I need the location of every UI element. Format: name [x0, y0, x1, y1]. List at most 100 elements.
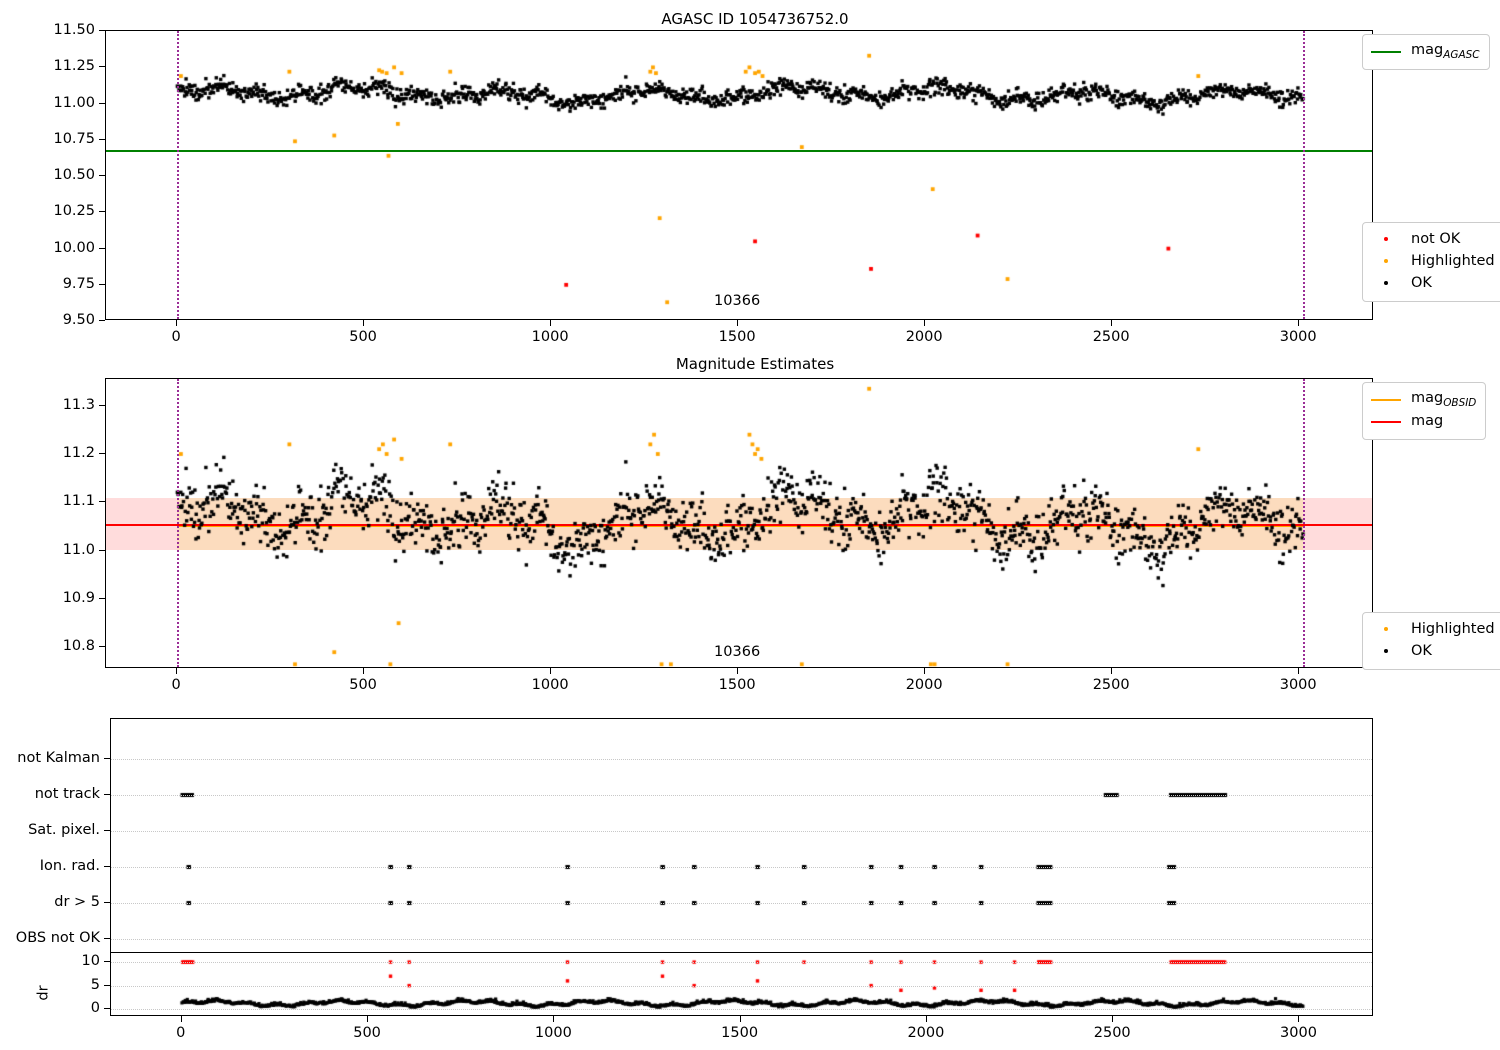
panel1-legend-top-line-swatch-icon — [1371, 51, 1401, 53]
panel2-legend-bottom-item[interactable]: OK — [1371, 641, 1495, 663]
panel2-xtick-mark — [176, 668, 178, 674]
panel1-ytick-label: 11.00 — [53, 94, 95, 111]
panel2-xtick-label: 0 — [171, 677, 181, 693]
panel1-xtick-mark — [176, 320, 178, 326]
panel1-obsid-marker-line — [1302, 31, 1305, 319]
panel1-ytick-label: 10.00 — [53, 239, 95, 256]
panel1-xtick-mark — [924, 320, 926, 326]
panel1-ytick-label: 11.50 — [53, 22, 95, 38]
panel3-dr-tick-label: 0 — [90, 1000, 100, 1016]
panel3-xtick-mark — [367, 1016, 369, 1022]
panel3-dr-tick-mark — [104, 1008, 110, 1009]
panel3-xtick-mark — [739, 1016, 741, 1022]
panel1-legend-bottom-item[interactable]: not OK — [1371, 229, 1495, 251]
panel3-flag-tick-mark — [104, 758, 110, 759]
panel1-legend-bottom-dot-swatch-icon — [1384, 237, 1388, 242]
panel1-legend-bottom-label: not OK — [1411, 231, 1461, 248]
panel1-xtick-label: 0 — [171, 329, 181, 345]
mag-agasc-reference-line — [106, 150, 1372, 153]
panel1-xtick-label: 500 — [349, 329, 377, 345]
panel2-ytick-mark — [99, 597, 105, 599]
panel2-plot-area — [105, 378, 1373, 668]
panel1-obsid-annotation: 10366 — [714, 292, 761, 309]
panel2-ytick-mark — [99, 549, 105, 551]
panel2-title: Magnitude Estimates — [675, 355, 835, 373]
panel3-dr-gridline — [111, 985, 1372, 987]
panel2-obsid-annotation: 10366 — [714, 643, 761, 660]
panel1-xtick-mark — [737, 320, 739, 326]
panel2-legend-top-label: magOBSID — [1411, 390, 1477, 410]
panel2-ytick-label: 10.9 — [62, 589, 95, 606]
panel1-legend-top-item[interactable]: magAGASC — [1371, 41, 1480, 63]
panel3-flag-tick-mark — [104, 902, 110, 903]
panel1-ytick-mark — [99, 138, 105, 140]
panel2-xtick-label: 1500 — [718, 677, 756, 693]
panel2-xtick-label: 2000 — [905, 677, 943, 693]
panel1-xtick-label: 2000 — [905, 329, 943, 345]
panel3-dr-gridline — [111, 1009, 1372, 1010]
panel2-legend-bottom-dot-swatch-wrap — [1371, 641, 1401, 663]
panel1-ytick-label: 10.75 — [53, 130, 95, 147]
panel3-flag-label-ion-rad: Ion. rad. — [39, 858, 100, 874]
panel1-legend-bottom-dot-swatch-wrap — [1371, 251, 1401, 273]
panel1-ytick-mark — [99, 211, 105, 213]
panel3-xtick-label: 2000 — [907, 1025, 945, 1041]
panel1-plot-area — [105, 30, 1373, 320]
panel2-legend-top-line-swatch-icon — [1371, 421, 1401, 423]
panel3-flag-gridline — [111, 831, 1372, 832]
panel2-xtick-label: 2500 — [1092, 677, 1130, 693]
panel2-ytick-label: 11.2 — [62, 444, 95, 461]
panel3-flag-tick-mark — [104, 830, 110, 831]
panel2-legend-top-item[interactable]: magOBSID — [1371, 389, 1476, 411]
panel3-flag-gridline — [111, 759, 1372, 760]
panel1-ytick-mark — [99, 175, 105, 176]
panel2-xtick-label: 500 — [349, 677, 377, 693]
panel1-legend-bottom-item[interactable]: OK — [1371, 273, 1495, 295]
panel3-flag-gridline — [111, 867, 1372, 868]
panel3-xtick-label: 2500 — [1093, 1025, 1131, 1041]
panel2-xtick-mark — [363, 668, 365, 674]
panel1-xtick-label: 1500 — [718, 329, 756, 345]
panel2-legend-top-line-swatch-icon — [1371, 399, 1401, 401]
panel3-xtick-mark — [180, 1016, 182, 1022]
panel3-xtick-mark — [925, 1016, 927, 1022]
panel1-legend-top[interactable]: magAGASC — [1362, 34, 1490, 70]
panel1-legend-bottom-dot-swatch-wrap — [1371, 229, 1401, 251]
panel2-legend-bottom[interactable]: Highlighted OK — [1362, 612, 1500, 670]
panel2-xtick-mark — [737, 668, 739, 674]
panel3-xtick-label: 1000 — [534, 1025, 572, 1041]
panel2-legend-top[interactable]: magOBSID mag — [1362, 382, 1487, 440]
panel1-ytick-mark — [99, 30, 105, 31]
panel2-xtick-label: 3000 — [1279, 677, 1317, 693]
panel1-legend-bottom[interactable]: not OK Highlighted OK — [1362, 222, 1500, 302]
panel1-legend-bottom-dot-swatch-wrap — [1371, 273, 1401, 295]
panel1-ytick-mark — [99, 283, 105, 285]
panel3-dr-tick-mark — [104, 961, 110, 962]
panel2-legend-bottom-item[interactable]: Highlighted — [1371, 619, 1495, 641]
panel1-legend-top-label: magAGASC — [1411, 42, 1480, 62]
panel1-legend-bottom-dot-swatch-icon — [1384, 259, 1388, 264]
panel3-flag-tick-mark — [104, 866, 110, 867]
panel1-ytick-label: 10.25 — [53, 203, 95, 220]
panel2-legend-bottom-dot-swatch-icon — [1384, 649, 1388, 654]
panel3-xtick-label: 3000 — [1280, 1025, 1317, 1041]
panel3-dr-tick-mark — [104, 984, 110, 986]
panel1-ytick-label: 9.75 — [62, 275, 95, 292]
panel1-legend-bottom-label: Highlighted — [1411, 253, 1495, 270]
panel2-obsid-marker-line — [177, 379, 180, 667]
panel3-dr-tick-label: 10 — [81, 953, 100, 969]
panel1-legend-bottom-item[interactable]: Highlighted — [1371, 251, 1495, 273]
panel1-scatter-canvas — [106, 31, 1372, 319]
panel2-ytick-mark — [99, 404, 105, 406]
panel1-legend-bottom-label: OK — [1411, 275, 1432, 292]
panel3-plot-area — [110, 718, 1373, 1016]
panel2-legend-top-item[interactable]: mag — [1371, 411, 1476, 433]
panel1-xtick-mark — [1298, 320, 1300, 326]
panel1-title: AGASC ID 1054736752.0 — [661, 10, 849, 28]
panel2-xtick-mark — [1111, 668, 1113, 674]
panel3-flag-gridline — [111, 939, 1372, 940]
panel1-obsid-marker-line — [177, 31, 180, 319]
panel3-flag-tick-mark — [104, 794, 110, 795]
panel3-xtick-mark — [1112, 1016, 1114, 1022]
